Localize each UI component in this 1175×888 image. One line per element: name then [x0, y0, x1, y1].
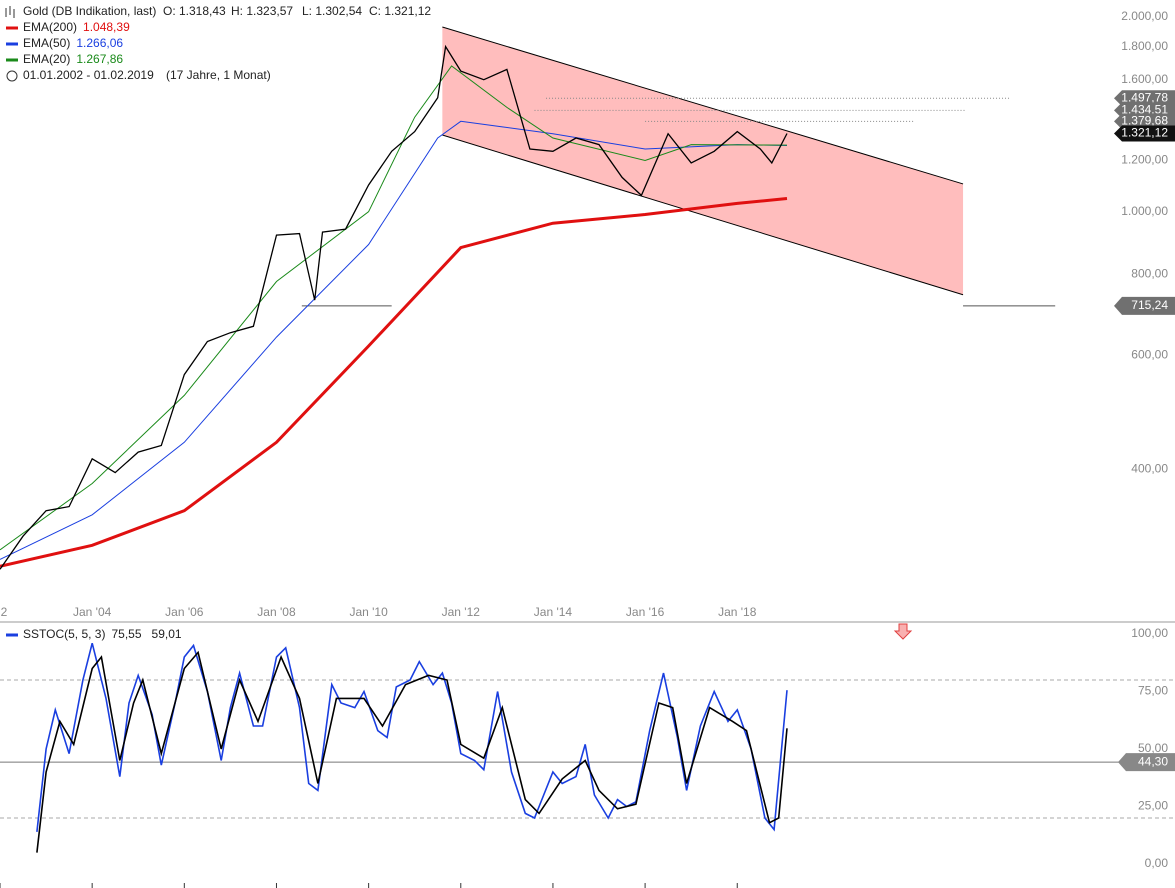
- price-tag: [1114, 113, 1175, 130]
- y-tick-label: 0,00: [1145, 856, 1169, 870]
- legend-label: EMA(20): [23, 52, 70, 66]
- ohlc-value: H: 1.323,57: [231, 4, 293, 18]
- y-tick-label: 600,00: [1131, 347, 1168, 361]
- y-tick-label: 1.800,00: [1121, 39, 1168, 53]
- legend-label: EMA(50): [23, 36, 70, 50]
- x-tick-label: Jan '14: [534, 605, 573, 619]
- clock-icon: [6, 70, 18, 82]
- y-tick-label: 800,00: [1131, 267, 1168, 281]
- price-tag: [1114, 90, 1175, 107]
- y-tick-label: 2.000,00: [1121, 9, 1168, 23]
- y-tick-label: 75,00: [1138, 684, 1168, 698]
- price-tag-label: 1.497,78: [1121, 90, 1168, 104]
- price-tag-label: 1.321,12: [1121, 126, 1168, 140]
- price-tag-label: 715,24: [1131, 298, 1168, 312]
- date-span: (17 Jahre, 1 Monat): [166, 68, 271, 82]
- x-tick-label: Jan '16: [626, 605, 665, 619]
- date-range: 01.01.2002 - 01.02.2019: [23, 68, 154, 82]
- legend-label: EMA(200): [23, 20, 77, 34]
- y-tick-label: 1.200,00: [1121, 153, 1168, 167]
- legend-value: 1.266,06: [76, 36, 123, 50]
- channel-line: [442, 134, 964, 296]
- price-tag-label: 1.379,68: [1121, 113, 1168, 127]
- indicator-line: [36, 643, 788, 832]
- x-tick-label: Jan '08: [257, 605, 296, 619]
- price-tag: [1114, 296, 1175, 315]
- ohlc-value: C: 1.321,12: [369, 4, 431, 18]
- ohlc-value: O: 1.318,43: [163, 4, 226, 18]
- y-tick-label: 400,00: [1131, 461, 1168, 475]
- legend-value: 59,01: [152, 627, 182, 641]
- x-tick-label: 2: [1, 605, 8, 619]
- x-tick-label: Jan '18: [718, 605, 757, 619]
- legend-value: 1.048,39: [83, 20, 130, 34]
- y-tick-label: 25,00: [1138, 799, 1168, 813]
- x-tick-label: Jan '12: [442, 605, 481, 619]
- legend-value: 1.267,86: [76, 52, 123, 66]
- level-tag-label: 44,30: [1138, 754, 1168, 768]
- channel-line: [442, 26, 964, 185]
- y-tick-label: 1.000,00: [1121, 204, 1168, 218]
- indicator-line: [0, 65, 788, 551]
- price-tag-label: 1.434,51: [1121, 103, 1168, 117]
- legend-value: 75,55: [111, 627, 141, 641]
- y-tick-label: 100,00: [1131, 626, 1168, 640]
- indicator-line: [36, 650, 788, 853]
- indicator-line: [0, 120, 788, 560]
- ohlc-icon: [5, 6, 15, 18]
- price-line: [0, 44, 788, 570]
- chart-title: Gold (DB Indikation, last): [23, 4, 156, 18]
- x-tick-label: Jan '10: [349, 605, 388, 619]
- trend-channel: [442, 27, 964, 295]
- price-tag: [1114, 125, 1175, 142]
- x-tick-label: Jan '04: [73, 605, 112, 619]
- ohlc-value: L: 1.302,54: [302, 4, 362, 18]
- y-tick-label: 1.600,00: [1121, 72, 1168, 86]
- signal-arrow: [893, 623, 913, 640]
- y-tick-label: 50,00: [1138, 741, 1168, 755]
- x-tick-label: Jan '06: [165, 605, 204, 619]
- indicator-line: [0, 197, 788, 568]
- legend-label: SSTOC(5, 5, 3): [23, 627, 105, 641]
- level-tag: [1118, 753, 1175, 772]
